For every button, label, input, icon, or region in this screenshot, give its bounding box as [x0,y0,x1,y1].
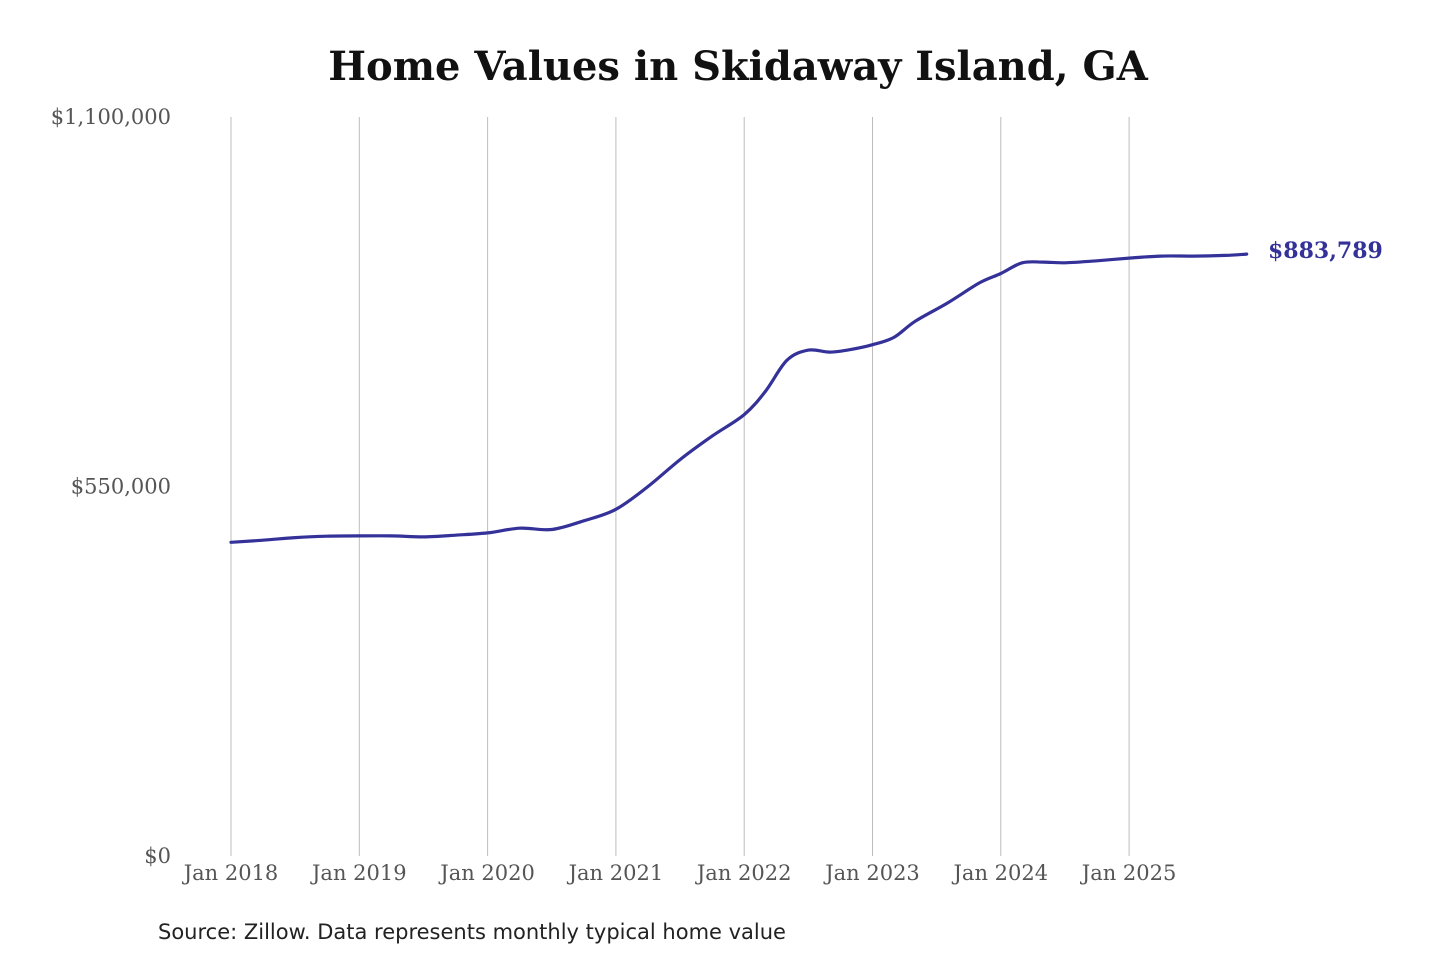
x-tick-label: Jan 2019 [310,861,407,885]
y-tick-label: $1,100,000 [51,105,171,129]
y-tick-label: $0 [144,844,171,868]
x-tick-label: Jan 2018 [182,861,279,885]
x-tick-label: Jan 2021 [567,861,664,885]
x-tick-label: Jan 2020 [438,861,535,885]
gridlines [230,117,1130,856]
x-tick-label: Jan 2023 [823,861,920,885]
x-tick-label: Jan 2025 [1080,861,1177,885]
series-line-0 [229,252,1249,544]
x-tick-label: Jan 2024 [952,861,1049,885]
end-value-label: $883,789 [1268,238,1383,264]
series-layer [229,252,1249,544]
y-axis-ticks: $0 $550,000 $1,100,000 [51,105,171,868]
x-tick-label: Jan 2022 [695,861,792,885]
source-note: Source: Zillow. Data represents monthly … [158,920,786,944]
y-tick-label: $550,000 [71,475,171,499]
chart-title: Home Values in Skidaway Island, GA [328,43,1148,90]
x-axis-ticks: Jan 2018 Jan 2019 Jan 2020 Jan 2021 Jan 2022… [182,861,1177,885]
